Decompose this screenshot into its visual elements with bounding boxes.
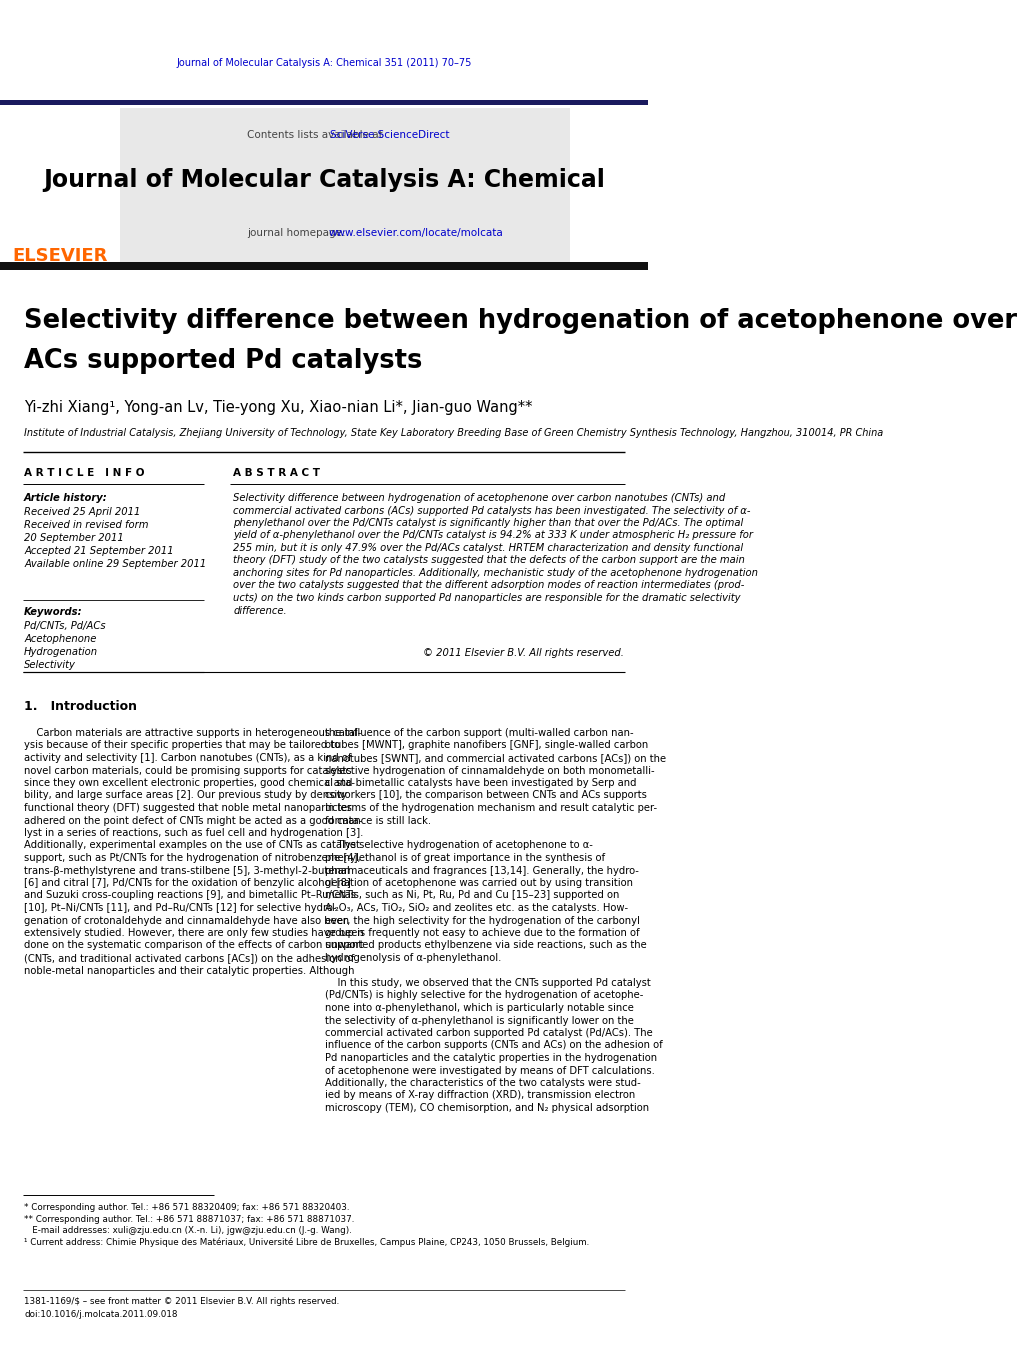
Text: Received in revised form: Received in revised form	[25, 520, 149, 530]
Text: Selectivity difference between hydrogenation of acetophenone over CNTs and: Selectivity difference between hydrogena…	[25, 308, 1021, 334]
FancyBboxPatch shape	[119, 108, 570, 265]
Text: ** Corresponding author. Tel.: +86 571 88871037; fax: +86 571 88871037.: ** Corresponding author. Tel.: +86 571 8…	[25, 1215, 354, 1224]
Text: the influence of the carbon support (multi-walled carbon nan-: the influence of the carbon support (mul…	[326, 728, 634, 738]
Text: Available online 29 September 2011: Available online 29 September 2011	[25, 559, 206, 569]
Text: E-mail addresses: xuli@zju.edu.cn (X.-n. Li), jgw@zju.edu.cn (J.-g. Wang).: E-mail addresses: xuli@zju.edu.cn (X.-n.…	[25, 1225, 352, 1235]
Text: Selectivity: Selectivity	[25, 661, 76, 670]
Text: Accepted 21 September 2011: Accepted 21 September 2011	[25, 546, 174, 557]
Text: ucts) on the two kinds carbon supported Pd nanoparticles are responsible for the: ucts) on the two kinds carbon supported …	[234, 593, 741, 603]
Text: ACs supported Pd catalysts: ACs supported Pd catalysts	[25, 349, 423, 374]
Text: (CNTs, and traditional activated carbons [ACs]) on the adhesion of: (CNTs, and traditional activated carbons…	[25, 952, 354, 963]
Text: formance is still lack.: formance is still lack.	[326, 816, 432, 825]
Text: of acetophenone were investigated by means of DFT calculations.: of acetophenone were investigated by mea…	[326, 1066, 655, 1075]
Text: Article history:: Article history:	[25, 493, 108, 503]
Text: nanotubes [SWNT], and commercial activated carbons [ACs]) on the: nanotubes [SWNT], and commercial activat…	[326, 753, 667, 763]
Text: 1381-1169/$ – see front matter © 2011 Elsevier B.V. All rights reserved.: 1381-1169/$ – see front matter © 2011 El…	[25, 1297, 339, 1306]
Text: unwanted products ethylbenzene via side reactions, such as the: unwanted products ethylbenzene via side …	[326, 940, 647, 951]
Text: noble-metal nanoparticles and their catalytic properties. Although: noble-metal nanoparticles and their cata…	[25, 966, 354, 975]
Text: difference.: difference.	[234, 605, 287, 616]
Text: Pd/CNTs, Pd/ACs: Pd/CNTs, Pd/ACs	[25, 621, 106, 631]
Text: adhered on the point defect of CNTs might be acted as a good cata-: adhered on the point defect of CNTs migh…	[25, 816, 362, 825]
Text: and Suzuki cross-coupling reactions [9], and bimetallic Pt–Ru/CNTs: and Suzuki cross-coupling reactions [9],…	[25, 890, 356, 901]
Text: www.elsevier.com/locate/molcata: www.elsevier.com/locate/molcata	[329, 228, 503, 238]
Text: Pd nanoparticles and the catalytic properties in the hydrogenation: Pd nanoparticles and the catalytic prope…	[326, 1052, 658, 1063]
Text: pharmaceuticals and fragrances [13,14]. Generally, the hydro-: pharmaceuticals and fragrances [13,14]. …	[326, 866, 639, 875]
Text: selective hydrogenation of cinnamaldehyde on both monometalli-: selective hydrogenation of cinnamaldehyd…	[326, 766, 655, 775]
Text: hydrogenolysis of α-phenylethanol.: hydrogenolysis of α-phenylethanol.	[326, 952, 502, 963]
Text: Journal of Molecular Catalysis A: Chemical 351 (2011) 70–75: Journal of Molecular Catalysis A: Chemic…	[177, 58, 472, 68]
Text: activity and selectivity [1]. Carbon nanotubes (CNTs), as a kind of: activity and selectivity [1]. Carbon nan…	[25, 753, 351, 763]
Text: * Corresponding author. Tel.: +86 571 88320409; fax: +86 571 88320403.: * Corresponding author. Tel.: +86 571 88…	[25, 1202, 349, 1212]
Text: over the two catalysts suggested that the different adsorption modes of reaction: over the two catalysts suggested that th…	[234, 581, 745, 590]
Text: Acetophenone: Acetophenone	[25, 634, 97, 644]
Text: support, such as Pt/CNTs for the hydrogenation of nitrobenzene [4],: support, such as Pt/CNTs for the hydroge…	[25, 852, 360, 863]
Text: 255 min, but it is only 47.9% over the Pd/ACs catalyst. HRTEM characterization a: 255 min, but it is only 47.9% over the P…	[234, 543, 743, 553]
Text: 20 September 2011: 20 September 2011	[25, 534, 124, 543]
Text: coworkers [10], the comparison between CNTs and ACs supports: coworkers [10], the comparison between C…	[326, 790, 647, 801]
Text: © 2011 Elsevier B.V. All rights reserved.: © 2011 Elsevier B.V. All rights reserved…	[423, 648, 624, 658]
Text: Carbon materials are attractive supports in heterogeneous catal-: Carbon materials are attractive supports…	[25, 728, 361, 738]
Text: phenylethanol over the Pd/CNTs catalyst is significantly higher than that over t: phenylethanol over the Pd/CNTs catalyst …	[234, 517, 743, 528]
Text: Additionally, the characteristics of the two catalysts were stud-: Additionally, the characteristics of the…	[326, 1078, 641, 1088]
Text: (Pd/CNTs) is highly selective for the hydrogenation of acetophe-: (Pd/CNTs) is highly selective for the hy…	[326, 990, 644, 1001]
Text: Additionally, experimental examples on the use of CNTs as catalyst: Additionally, experimental examples on t…	[25, 840, 360, 851]
Text: A R T I C L E   I N F O: A R T I C L E I N F O	[25, 467, 145, 478]
Text: trans-β-methylstyrene and trans-stilbene [5], 3-methyl-2-butenal: trans-β-methylstyrene and trans-stilbene…	[25, 866, 350, 875]
Text: Yi-zhi Xiang¹, Yong-an Lv, Tie-yong Xu, Xiao-nian Li*, Jian-guo Wang**: Yi-zhi Xiang¹, Yong-an Lv, Tie-yong Xu, …	[25, 400, 533, 415]
Text: journal homepage:: journal homepage:	[247, 228, 349, 238]
Text: SciVerse ScienceDirect: SciVerse ScienceDirect	[330, 130, 449, 141]
Text: microscopy (TEM), CO chemisorption, and N₂ physical adsorption: microscopy (TEM), CO chemisorption, and …	[326, 1102, 649, 1113]
Text: Received 25 April 2011: Received 25 April 2011	[25, 507, 141, 517]
Text: functional theory (DFT) suggested that noble metal nanoparticles: functional theory (DFT) suggested that n…	[25, 802, 352, 813]
Text: Al₂O₃, ACs, TiO₂, SiO₂ and zeolites etc. as the catalysts. How-: Al₂O₃, ACs, TiO₂, SiO₂ and zeolites etc.…	[326, 902, 629, 913]
Text: ysis because of their specific properties that may be tailored to: ysis because of their specific propertie…	[25, 740, 340, 751]
Text: [10], Pt–Ni/CNTs [11], and Pd–Ru/CNTs [12] for selective hydro-: [10], Pt–Ni/CNTs [11], and Pd–Ru/CNTs [1…	[25, 902, 337, 913]
Text: since they own excellent electronic properties, good chemical sta-: since they own excellent electronic prop…	[25, 778, 355, 788]
Text: metals, such as Ni, Pt, Ru, Pd and Cu [15–23] supported on: metals, such as Ni, Pt, Ru, Pd and Cu [1…	[326, 890, 620, 901]
Text: extensively studied. However, there are only few studies have been: extensively studied. However, there are …	[25, 928, 363, 938]
Text: ¹ Current address: Chimie Physique des Matériaux, Université Libre de Bruxelles,: ¹ Current address: Chimie Physique des M…	[25, 1238, 589, 1247]
Text: novel carbon materials, could be promising supports for catalysts: novel carbon materials, could be promisi…	[25, 766, 352, 775]
Text: none into α-phenylethanol, which is particularly notable since: none into α-phenylethanol, which is part…	[326, 1002, 634, 1013]
Text: A B S T R A C T: A B S T R A C T	[234, 467, 321, 478]
Text: ever, the high selectivity for the hydrogenation of the carbonyl: ever, the high selectivity for the hydro…	[326, 916, 640, 925]
Text: done on the systematic comparison of the effects of carbon support: done on the systematic comparison of the…	[25, 940, 363, 951]
Text: ied by means of X-ray diffraction (XRD), transmission electron: ied by means of X-ray diffraction (XRD),…	[326, 1090, 636, 1101]
Text: 1.   Introduction: 1. Introduction	[25, 700, 137, 713]
Text: genation of crotonaldehyde and cinnamaldehyde have also been: genation of crotonaldehyde and cinnamald…	[25, 916, 349, 925]
Text: doi:10.1016/j.molcata.2011.09.018: doi:10.1016/j.molcata.2011.09.018	[25, 1310, 178, 1319]
Text: phenylethanol is of great importance in the synthesis of: phenylethanol is of great importance in …	[326, 852, 605, 863]
Text: yield of α-phenylethanol over the Pd/CNTs catalyst is 94.2% at 333 K under atmos: yield of α-phenylethanol over the Pd/CNT…	[234, 531, 753, 540]
Text: commercial activated carbon supported Pd catalyst (Pd/ACs). The: commercial activated carbon supported Pd…	[326, 1028, 653, 1038]
FancyBboxPatch shape	[0, 100, 648, 105]
Text: commercial activated carbons (ACs) supported Pd catalysts has been investigated.: commercial activated carbons (ACs) suppo…	[234, 505, 751, 516]
Text: [6] and citral [7], Pd/CNTs for the oxidation of benzylic alcohol [8]: [6] and citral [7], Pd/CNTs for the oxid…	[25, 878, 351, 888]
Text: Selectivity difference between hydrogenation of acetophenone over carbon nanotub: Selectivity difference between hydrogena…	[234, 493, 726, 503]
Text: theory (DFT) study of the two catalysts suggested that the defects of the carbon: theory (DFT) study of the two catalysts …	[234, 555, 745, 566]
Text: Keywords:: Keywords:	[25, 607, 83, 617]
FancyBboxPatch shape	[0, 262, 648, 270]
Text: otubes [MWNT], graphite nanofibers [GNF], single-walled carbon: otubes [MWNT], graphite nanofibers [GNF]…	[326, 740, 648, 751]
Text: the selectivity of α-phenylethanol is significantly lower on the: the selectivity of α-phenylethanol is si…	[326, 1016, 634, 1025]
Text: genation of acetophenone was carried out by using transition: genation of acetophenone was carried out…	[326, 878, 633, 888]
Text: In this study, we observed that the CNTs supported Pd catalyst: In this study, we observed that the CNTs…	[326, 978, 651, 988]
Text: group is frequently not easy to achieve due to the formation of: group is frequently not easy to achieve …	[326, 928, 640, 938]
Text: The selective hydrogenation of acetophenone to α-: The selective hydrogenation of acetophen…	[326, 840, 593, 851]
Text: Institute of Industrial Catalysis, Zhejiang University of Technology, State Key : Institute of Industrial Catalysis, Zheji…	[25, 428, 883, 438]
Text: Hydrogenation: Hydrogenation	[25, 647, 98, 657]
Text: bility, and large surface areas [2]. Our previous study by density: bility, and large surface areas [2]. Our…	[25, 790, 347, 801]
Text: Contents lists available at: Contents lists available at	[247, 130, 387, 141]
Text: lyst in a series of reactions, such as fuel cell and hydrogenation [3].: lyst in a series of reactions, such as f…	[25, 828, 363, 838]
Text: in terms of the hydrogenation mechanism and result catalytic per-: in terms of the hydrogenation mechanism …	[326, 802, 658, 813]
Text: Journal of Molecular Catalysis A: Chemical: Journal of Molecular Catalysis A: Chemic…	[43, 168, 605, 192]
Text: ELSEVIER: ELSEVIER	[12, 247, 108, 265]
Text: influence of the carbon supports (CNTs and ACs) on the adhesion of: influence of the carbon supports (CNTs a…	[326, 1040, 664, 1051]
Text: c and bimetallic catalysts have been investigated by Serp and: c and bimetallic catalysts have been inv…	[326, 778, 637, 788]
Text: anchoring sites for Pd nanoparticles. Additionally, mechanistic study of the ace: anchoring sites for Pd nanoparticles. Ad…	[234, 567, 759, 578]
